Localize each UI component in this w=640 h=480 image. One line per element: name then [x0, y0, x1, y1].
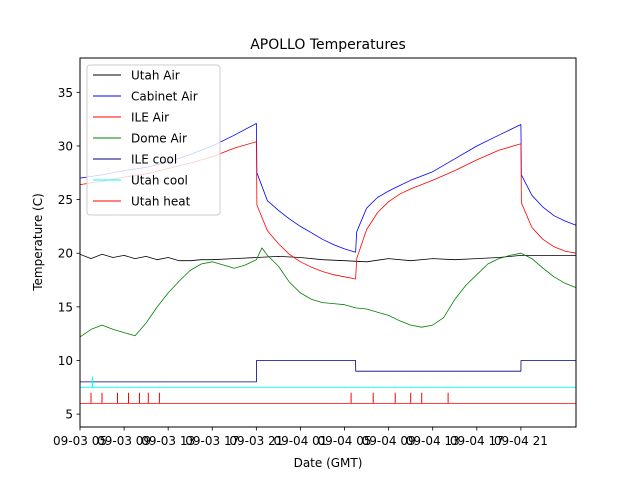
legend-label-ile-cool: ILE cool: [131, 153, 177, 167]
series-line-utah-cool: [80, 376, 576, 388]
y-tick-label: 15: [58, 300, 73, 314]
x-tick-label: 09-04 17: [450, 434, 504, 448]
x-tick-label: 09-03 17: [185, 434, 239, 448]
y-tick-label: 35: [58, 86, 73, 100]
x-axis-label: Date (GMT): [294, 456, 363, 470]
x-tick-label: 09-03 13: [141, 434, 195, 448]
x-tick-label: 09-04 13: [406, 434, 460, 448]
x-tick-label: 09-04 05: [318, 434, 372, 448]
legend-label-utah-cool: Utah cool: [131, 174, 188, 188]
x-tick-label: 09-03 05: [53, 434, 107, 448]
series-line-utah-air: [79, 253, 576, 263]
legend-label-cabinet-air: Cabinet Air: [131, 90, 198, 104]
y-tick-label: 30: [58, 139, 73, 153]
series-line-dome-air: [79, 247, 577, 338]
legend-label-ile-air: ILE Air: [131, 111, 169, 125]
legend-label-utah-heat: Utah heat: [131, 195, 191, 209]
legend-label-utah-air: Utah Air: [131, 69, 180, 83]
series-line-ile-cool: [80, 360, 576, 383]
y-tick-label: 25: [58, 193, 73, 207]
legend-frame: [86, 64, 221, 216]
x-tick-label: 09-03 09: [97, 434, 151, 448]
plot-frame: [79, 57, 577, 428]
x-tick-label: 09-04 09: [362, 434, 416, 448]
x-tick-label: 09-04 01: [273, 434, 327, 448]
y-tick-label: 20: [58, 247, 73, 261]
x-tick-label: 09-04 21: [494, 434, 548, 448]
y-tick-label: 10: [58, 354, 73, 368]
chart-title: APOLLO Temperatures: [250, 37, 406, 53]
y-axis-label: Temperature (C): [31, 193, 45, 292]
legend-label-dome-air: Dome Air: [131, 132, 187, 146]
y-tick-label: 5: [65, 408, 73, 422]
legend: Utah Air Cabinet Air ILE Air Dome Air ILE co…: [86, 64, 221, 216]
series-layer: [79, 123, 577, 404]
x-tick-label: 09-03 21: [229, 434, 283, 448]
